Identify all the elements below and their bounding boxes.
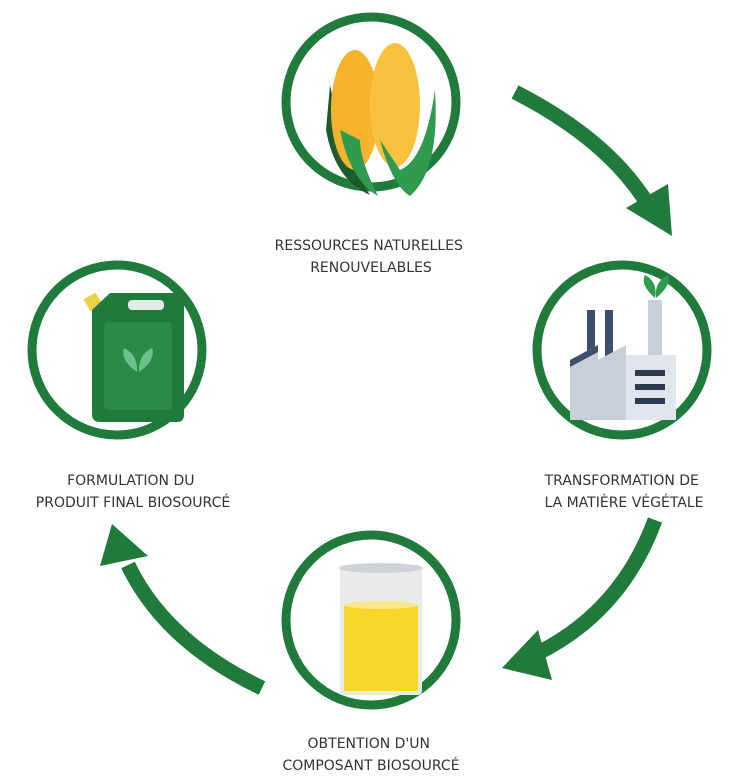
arrow	[128, 565, 262, 688]
label-line: LA MATIÈRE VÉGÉTALE	[544, 494, 703, 511]
label-line: RESSOURCES NATURELLES	[275, 238, 463, 254]
node-label: FORMULATION DU PRODUIT FINAL BIOSOURCÉ	[36, 473, 230, 511]
label-line: RENOUVELABLES	[310, 260, 432, 276]
label-line: OBTENTION D'UN	[308, 736, 430, 752]
jerrycan-panel	[104, 322, 172, 410]
liquid-surface	[344, 601, 418, 609]
node-label: RESSOURCES NATURELLES RENOUVELABLES	[275, 238, 468, 276]
label-line: FORMULATION DU	[67, 473, 194, 489]
beaker-rim	[339, 563, 423, 573]
arrow-head	[502, 630, 552, 680]
label-line: COMPOSANT BIOSOURCÉ	[282, 757, 459, 774]
node-component: OBTENTION D'UN COMPOSANT BIOSOURCÉ	[282, 535, 459, 774]
label-line: TRANSFORMATION DE	[544, 473, 699, 489]
corn-cob	[370, 43, 420, 167]
chimney	[648, 300, 662, 360]
node-resources: RESSOURCES NATURELLES RENOUVELABLES	[275, 17, 468, 276]
node-label: OBTENTION D'UN COMPOSANT BIOSOURCÉ	[282, 736, 459, 774]
arrow	[515, 92, 645, 200]
node-label: TRANSFORMATION DE LA MATIÈRE VÉGÉTALE	[544, 473, 704, 511]
chimney	[605, 310, 613, 360]
handle	[128, 300, 164, 310]
arrow-head	[100, 524, 148, 566]
windows	[635, 370, 665, 404]
node-transformation: TRANSFORMATION DE LA MATIÈRE VÉGÉTALE	[537, 265, 707, 511]
label-line: PRODUIT FINAL BIOSOURCÉ	[36, 494, 230, 511]
cycle-diagram: RESSOURCES NATURELLES RENOUVELABLES TRAN…	[0, 0, 735, 780]
arrow	[540, 520, 655, 652]
node-formulation: FORMULATION DU PRODUIT FINAL BIOSOURCÉ	[32, 265, 230, 511]
liquid	[344, 605, 418, 691]
